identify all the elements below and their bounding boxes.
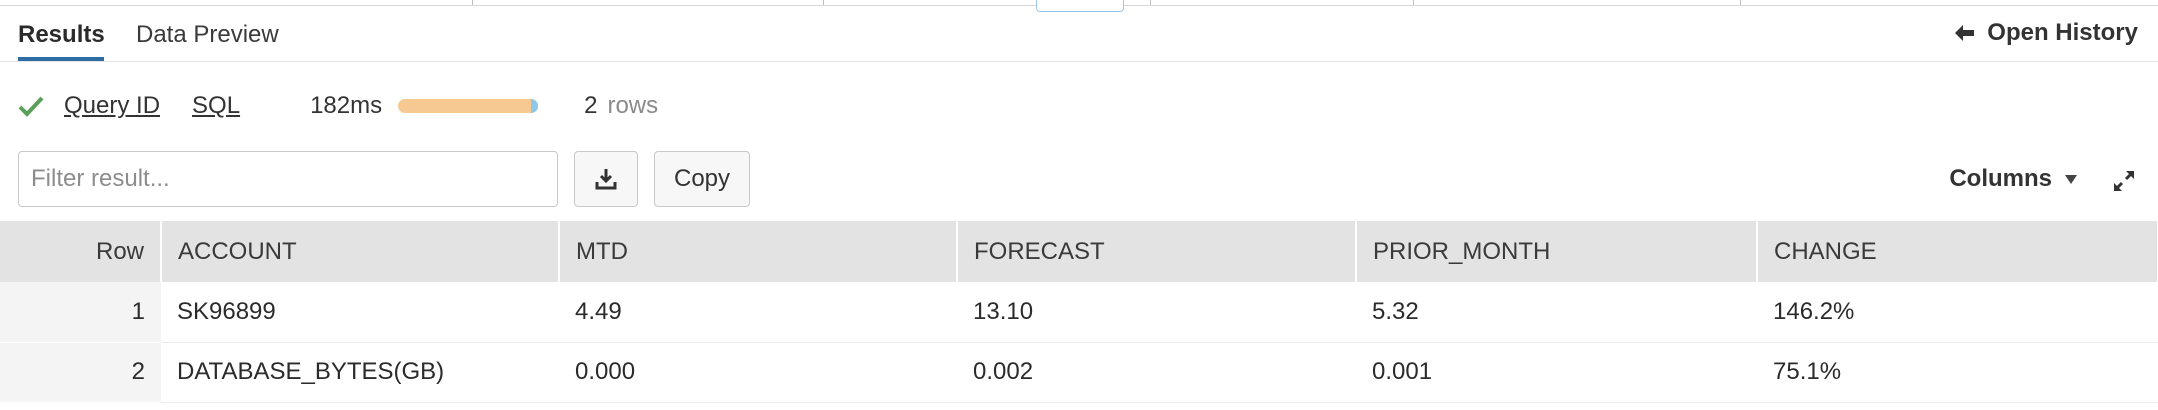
caret-down-icon [2065,175,2077,184]
copy-button[interactable]: Copy [654,151,750,207]
column-header-forecast[interactable]: FORECAST [957,221,1357,282]
column-header-account[interactable]: ACCOUNT [161,221,560,282]
download-icon [595,169,617,190]
cell-forecast[interactable]: 13.10 [957,282,1356,343]
download-button[interactable] [574,151,638,207]
row-number: 1 [0,282,161,343]
tab-results[interactable]: Results [18,21,105,48]
divider-tick [823,0,824,5]
query-status-row: Query ID SQL 182ms 2 rows [18,88,658,124]
resize-handle[interactable] [1036,0,1124,12]
query-id-link[interactable]: Query ID [64,92,161,119]
column-header-change[interactable]: CHANGE [1757,221,2158,282]
cell-mtd[interactable]: 4.49 [559,282,957,343]
table-header-row: Row ACCOUNT MTD FORECAST PRIOR_MONTH CHA… [0,221,2158,282]
cell-account[interactable]: DATABASE_BYTES(GB) [161,342,559,403]
results-tabbar: Results Data Preview Open History [0,6,2158,62]
cell-prior-month[interactable]: 5.32 [1356,282,1757,343]
cell-change[interactable]: 146.2% [1757,282,2158,343]
column-header-prior-month[interactable]: PRIOR_MONTH [1356,221,1758,282]
results-table: Row ACCOUNT MTD FORECAST PRIOR_MONTH CHA… [0,221,2158,403]
table-row: 1 SK96899 4.49 13.10 5.32 146.2% [0,282,2158,343]
cell-account[interactable]: SK96899 [161,282,559,343]
cell-change[interactable]: 75.1% [1757,342,2158,403]
open-history-label: Open History [1987,19,2138,46]
arrow-left-icon [1955,25,1975,41]
panel-resize-strip [0,0,2158,12]
divider-tick [1740,0,1741,5]
cell-mtd[interactable]: 0.000 [559,342,957,403]
row-count: 2 [584,92,598,119]
divider-tick [1413,0,1414,5]
divider-tick [472,0,473,5]
column-header-mtd[interactable]: MTD [559,221,958,282]
column-header-row[interactable]: Row [0,221,162,282]
progress-tail [531,99,539,113]
divider-tick [1150,0,1151,5]
open-history-button[interactable]: Open History [1953,19,2138,47]
filter-result-input[interactable] [18,151,558,207]
checkmark-icon [18,96,44,117]
cell-forecast[interactable]: 0.002 [957,342,1356,403]
elapsed-time: 182ms [310,92,383,119]
active-tab-indicator [18,57,104,61]
cell-prior-month[interactable]: 0.001 [1356,342,1757,403]
columns-label: Columns [1949,165,2052,192]
tab-data-preview[interactable]: Data Preview [136,21,279,48]
sql-link[interactable]: SQL [192,92,241,119]
row-number: 2 [0,342,161,403]
columns-dropdown[interactable]: Columns [1949,165,2078,193]
table-row: 2 DATABASE_BYTES(GB) 0.000 0.002 0.001 7… [0,342,2158,403]
rows-label: rows [607,92,659,119]
query-progress-bar [398,99,539,113]
expand-icon[interactable] [2112,169,2136,193]
